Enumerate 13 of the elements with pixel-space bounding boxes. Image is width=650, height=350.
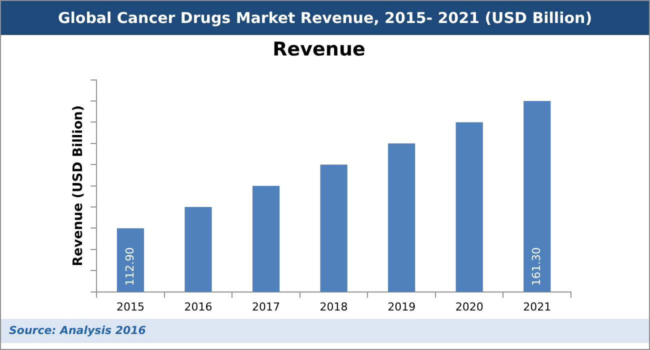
data-label: 161.30 xyxy=(530,247,543,286)
source-note: Source: Analysis 2016 xyxy=(1,319,649,343)
x-tick-label: 2016 xyxy=(184,300,212,314)
x-tick-label: 2018 xyxy=(320,300,348,314)
x-tick-label: 2020 xyxy=(455,300,484,314)
data-label: 112.90 xyxy=(123,247,136,286)
x-tick-label: 2021 xyxy=(523,300,552,314)
x-tick-label: 2019 xyxy=(388,300,416,314)
x-tick-label: 2017 xyxy=(252,300,280,314)
chart-title: Global Cancer Drugs Market Revenue, 2015- 2021 (USD Billion) xyxy=(1,1,649,35)
chart-subtitle: Revenue xyxy=(272,38,366,60)
x-tick-label: 2015 xyxy=(116,300,144,314)
y-axis-title: Revenue (USD Billion) xyxy=(71,105,86,266)
